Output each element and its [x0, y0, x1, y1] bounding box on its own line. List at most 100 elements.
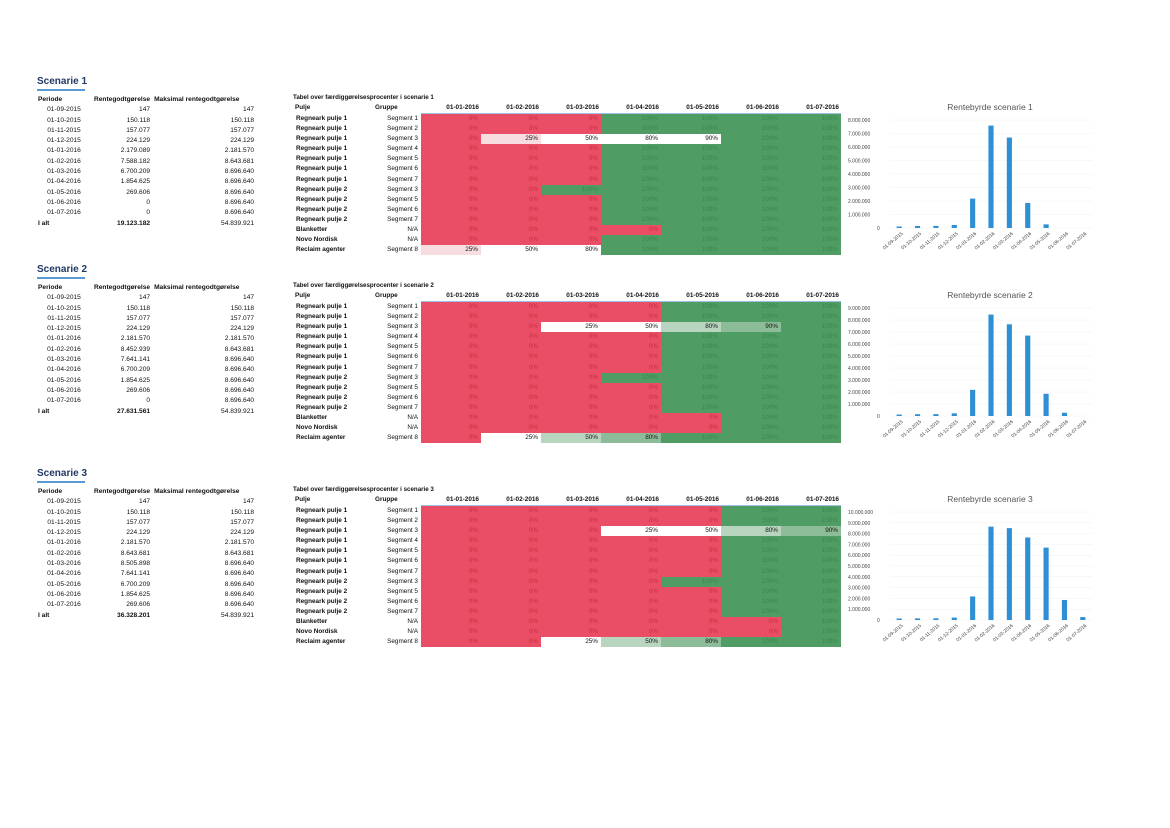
completion-percent-cell: 0%	[421, 194, 481, 205]
pool-name: Regneark pulje 2	[296, 205, 348, 213]
interest-table-cell: 8.452.939	[120, 345, 151, 353]
pool-name: Regneark pulje 1	[296, 517, 348, 525]
interest-table-cell: 01-09-2015	[47, 498, 81, 506]
interest-table-cell: 01-04-2016	[47, 178, 81, 186]
pool-name: Novo Nordisk	[296, 236, 338, 244]
bar	[988, 125, 994, 228]
pool-name: Novo Nordisk	[296, 628, 338, 636]
completion-percent-cell: 100%	[781, 352, 841, 363]
completion-percent-cell: 50%	[661, 526, 721, 537]
completion-table: Pulje Gruppe 01-01-2016 01-02-2016 01-03-201…	[293, 103, 841, 256]
completion-percent-cell: 100%	[721, 301, 781, 313]
interest-table-cell: 157.077	[230, 126, 255, 134]
bar	[896, 226, 902, 228]
interest-table-cell: 147	[243, 498, 255, 506]
completion-percent-cell: 0%	[721, 617, 781, 628]
interest-table-total-cell: I alt	[38, 611, 50, 619]
completion-percent-cell: 100%	[781, 576, 841, 587]
completion-percent-cell: 90%	[721, 322, 781, 333]
completion-percent-cell: 0%	[601, 413, 661, 424]
interest-table-cell: 01-03-2016	[47, 168, 81, 176]
pool-name: Blanketter	[296, 414, 328, 422]
completion-percent-cell: 0%	[541, 546, 601, 557]
bar	[988, 314, 994, 416]
bar	[951, 224, 957, 228]
completion-percent-cell: 100%	[781, 402, 841, 414]
y-tick-label: 6.000.000	[848, 145, 870, 151]
bar	[1025, 202, 1031, 228]
completion-table-header-cell: 01-03-2016	[541, 495, 601, 506]
y-tick-label: 4.000.000	[848, 366, 870, 372]
completion-percent-cell: 0%	[481, 332, 541, 343]
interest-table-total-cell: 27.631.561	[117, 407, 151, 415]
interest-table-total-row: I alt 27.631.561 54.839.921	[36, 407, 256, 417]
completion-percent-cell: 0%	[421, 576, 481, 587]
completion-percent-cell: 100%	[721, 546, 781, 557]
completion-percent-cell: 0%	[421, 332, 481, 343]
completion-percent-cell: 0%	[541, 516, 601, 527]
interest-table-cell: 01-03-2016	[47, 560, 81, 568]
completion-percent-cell: 0%	[421, 301, 481, 313]
completion-percent-cell: 0%	[421, 413, 481, 424]
pool-name: Regneark pulje 2	[296, 403, 348, 411]
interest-table: Periode Rentegodtgørelse Maksimal rentegod…	[36, 487, 256, 621]
completion-percent-cell: 100%	[721, 382, 781, 393]
completion-percent-cell: 90%	[661, 134, 721, 145]
completion-percent-cell: 0%	[481, 516, 541, 527]
completion-percent-cell: 100%	[661, 154, 721, 165]
completion-percent-cell: 0%	[661, 606, 721, 618]
scenario-title-underline	[37, 89, 85, 91]
completion-percent-cell: 0%	[601, 392, 661, 403]
completion-percent-cell: 0%	[541, 214, 601, 226]
group-name: Segment 5	[387, 547, 418, 555]
interest-table-cell: 8.696.640	[224, 376, 255, 384]
completion-table-header-cell: 01-04-2016	[601, 103, 661, 114]
completion-percent-cell: 0%	[421, 392, 481, 403]
interest-table-row: 01-03-2016 7.641.141 8.696.640	[36, 355, 256, 365]
completion-percent-cell: 100%	[781, 342, 841, 353]
completion-percent-cell: 0%	[541, 413, 601, 424]
completion-percent-cell: 100%	[601, 245, 661, 256]
completion-percent-cell: 100%	[721, 423, 781, 434]
group-name: N/A	[407, 414, 418, 422]
pool-name: Regneark pulje 2	[296, 215, 348, 223]
completion-percent-cell: 100%	[781, 382, 841, 393]
interest-table-cell: 01-06-2016	[47, 590, 81, 598]
chart-title: Rentebyrde scenarie 3	[947, 494, 1033, 504]
completion-table-row: Regneark pulje 1 Segment 3 0% 0% 25% 50% 80% 90…	[293, 322, 841, 333]
interest-table-cell: 01-12-2015	[47, 325, 81, 333]
completion-percent-cell: 0%	[481, 526, 541, 537]
completion-percent-cell: 100%	[781, 184, 841, 195]
interest-table-cell: 01-05-2016	[47, 376, 81, 384]
interest-table-cell: 1.854.625	[120, 376, 151, 384]
pool-name: Regneark pulje 2	[296, 383, 348, 391]
completion-percent-cell: 100%	[661, 382, 721, 393]
completion-percent-cell: 0%	[661, 413, 721, 424]
interest-table-cell: 224.129	[126, 325, 151, 333]
completion-percent-cell: 0%	[481, 362, 541, 373]
completion-percent-cell: 100%	[661, 245, 721, 256]
group-name: Segment 7	[387, 607, 418, 615]
group-name: N/A	[407, 236, 418, 244]
interest-table-row: 01-12-2015 224.129 224.129	[36, 528, 256, 538]
scenario-title: Scenarie 3	[37, 468, 88, 479]
completion-table-header-cell: 01-02-2016	[481, 291, 541, 302]
completion-table-row: Reclaim agenter Segment 8 0% 0% 25% 50% 80% 100…	[293, 637, 841, 648]
bar	[1043, 547, 1049, 620]
completion-percent-cell: 100%	[781, 164, 841, 175]
interest-table-cell: 157.077	[230, 518, 255, 526]
completion-percent-cell: 25%	[541, 637, 601, 648]
interest-table-row: 01-01-2016 2.179.089 2.181.570	[36, 146, 256, 156]
interest-table-cell: 7.641.141	[120, 356, 151, 364]
bar	[970, 198, 976, 228]
completion-percent-cell: 0%	[601, 225, 661, 236]
completion-percent-cell: 100%	[721, 413, 781, 424]
y-tick-label: 0	[877, 414, 880, 420]
interest-table-row: 01-10-2015 150.118 150.118	[36, 116, 256, 126]
y-tick-label: 1.000.000	[848, 213, 870, 219]
bar	[951, 617, 957, 620]
x-tick-label: 01-07-2016	[1065, 231, 1088, 252]
interest-table-cell: 8.643.681	[224, 549, 255, 557]
completion-percent-cell: 100%	[781, 362, 841, 373]
chart-svg: Rentebyrde scenarie 2 0 1.000.000 2.000.000…	[848, 290, 1092, 439]
